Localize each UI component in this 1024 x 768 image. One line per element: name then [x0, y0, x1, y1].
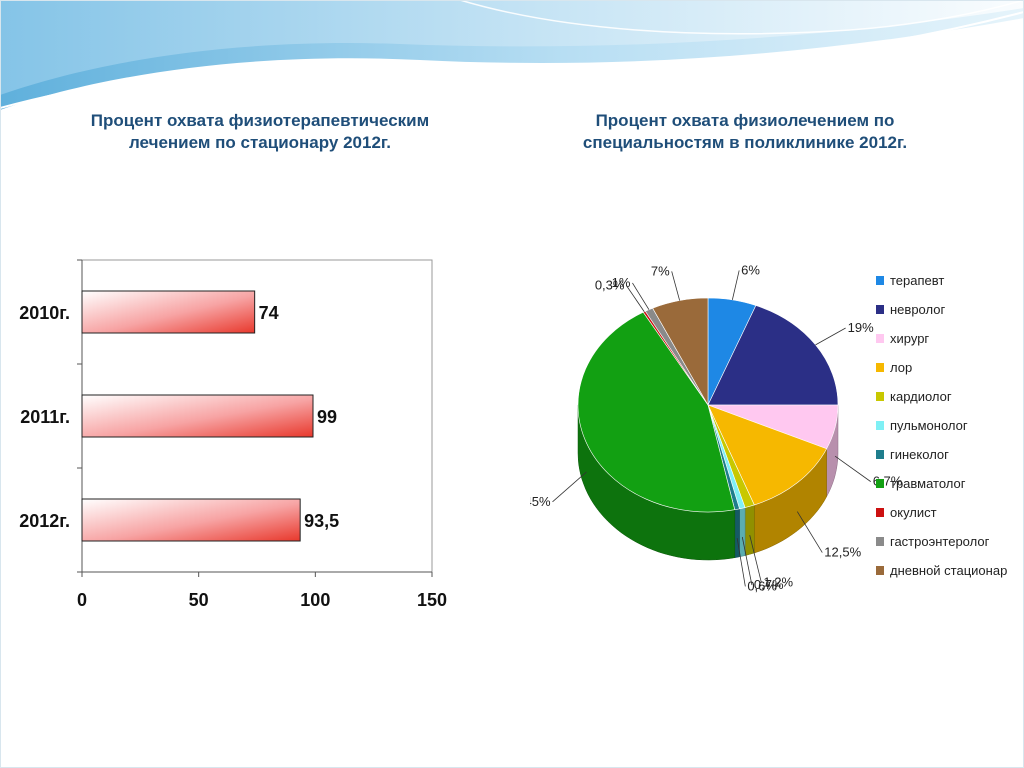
legend-swatch	[876, 450, 884, 459]
bar	[81, 394, 314, 438]
pie-data-label: 1,2%	[763, 575, 793, 590]
x-tick-label: 50	[189, 590, 209, 610]
legend-swatch	[876, 363, 884, 372]
leader-line	[671, 271, 681, 301]
pie-data-label: 7%	[651, 263, 670, 278]
pie-data-label: 1%	[612, 275, 631, 290]
legend-item: невролог	[890, 302, 945, 317]
pie-slice-side	[734, 508, 740, 558]
pie-data-label: 45%	[530, 494, 551, 509]
legend-swatch	[876, 537, 884, 546]
x-tick-label: 100	[300, 590, 330, 610]
category-label: 2012г.	[19, 511, 70, 531]
pie-chart-title: Процент охвата физиолечением по специаль…	[582, 111, 908, 152]
x-tick-label: 150	[417, 590, 447, 610]
leader-line	[815, 327, 846, 346]
data-label: 93,5	[304, 511, 339, 531]
leader-line	[741, 536, 753, 586]
top-wave-line	[0, 11, 1024, 109]
legend-swatch	[876, 566, 884, 575]
legend-item: дневной стационар	[890, 563, 1007, 578]
pie-slice	[652, 297, 709, 407]
pie-chart: 6%19%6,7%12,5%1,2%0,7%0,6%45%0,3%1%7%тер…	[530, 262, 1007, 593]
legend-swatch	[876, 392, 884, 401]
legend-item: пульмонолог	[890, 418, 968, 433]
pie-slice	[707, 305, 839, 406]
x-tick-label: 0	[77, 590, 87, 610]
legend-item: травматолог	[890, 476, 966, 491]
top-wave-light	[0, 0, 1024, 95]
bar	[81, 498, 301, 542]
data-label: 74	[259, 303, 279, 323]
legend-item: гинеколог	[890, 447, 949, 462]
category-label: 2010г.	[19, 303, 70, 323]
leader-line	[552, 471, 587, 503]
category-label: 2011г.	[20, 407, 70, 427]
legend-item: окулист	[890, 505, 937, 520]
pie-data-label: 12,5%	[824, 545, 861, 560]
pie-slice	[707, 404, 828, 506]
leader-line	[736, 538, 746, 587]
leader-line	[834, 455, 871, 482]
top-wave-line-2	[459, 0, 1024, 35]
pie-data-label: 0,7%	[754, 577, 784, 592]
legend-swatch	[876, 508, 884, 517]
pie-data-label: 0,6%	[747, 578, 777, 593]
legend-swatch	[876, 421, 884, 430]
leader-line	[731, 270, 740, 300]
pie-data-label: 19%	[848, 320, 874, 335]
leader-line	[626, 285, 645, 312]
pie-data-label: 0,3%	[595, 278, 625, 293]
leader-line	[632, 282, 650, 310]
legend-swatch	[876, 276, 884, 285]
pie-slice-side	[739, 507, 746, 558]
legend-swatch	[876, 479, 884, 488]
legend-item: хирург	[890, 331, 929, 346]
legend-item: гастроэнтеролог	[890, 534, 990, 549]
data-label: 99	[317, 407, 337, 427]
legend-item: терапевт	[890, 273, 944, 288]
legend-item: лор	[890, 360, 912, 375]
bar	[81, 290, 256, 334]
leader-line	[749, 535, 762, 583]
pie-slice	[577, 311, 736, 513]
leader-line	[796, 511, 823, 553]
bar-chart: 0 50 100 150 2010г. 74 2011г. 99 2012г. 93,5	[19, 259, 447, 610]
pie-data-label: 6%	[741, 262, 760, 277]
legend-swatch	[876, 334, 884, 343]
legend-item: кардиолог	[890, 389, 952, 404]
bar-chart-title: Процент охвата физиотерапевтическим лече…	[90, 111, 430, 152]
legend-swatch	[876, 305, 884, 314]
